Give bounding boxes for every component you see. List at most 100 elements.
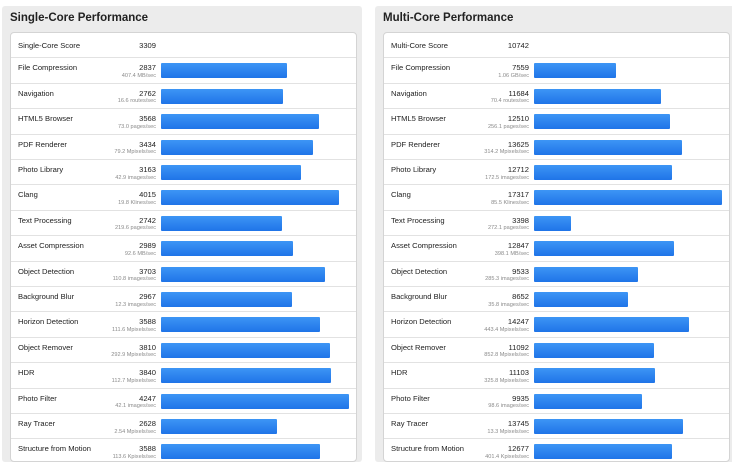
benchmark-name: PDF Renderer — [18, 139, 67, 149]
single-benchmark-row: PDF Renderer 3434 79.2 Mpixels/sec — [11, 135, 356, 160]
benchmark-score: 9935 — [512, 393, 529, 403]
multi-benchmark-row: Photo Library 12712 172.5 images/sec — [384, 160, 729, 186]
score-bar — [534, 88, 661, 104]
benchmark-rate: 401.4 Kpixels/sec — [485, 453, 529, 460]
benchmark-score: 3810 — [139, 342, 156, 352]
benchmark-score: 3588 — [139, 444, 156, 454]
benchmark-name: File Compression — [391, 63, 451, 73]
multi-benchmark-row: Clang 17317 85.5 Klines/sec — [384, 185, 729, 211]
score-bar — [534, 266, 638, 282]
benchmark-rate: 113.6 Kpixels/sec — [112, 453, 156, 460]
benchmark-rate: 42.1 images/sec — [115, 403, 156, 410]
score-bar — [161, 292, 293, 307]
score-bar — [534, 114, 670, 130]
score-bar — [534, 444, 672, 460]
single-benchmark-row: Horizon Detection 3588 111.6 Mpixels/sec — [11, 312, 356, 338]
score-bar — [161, 444, 320, 460]
benchmark-name: File Compression — [18, 63, 78, 73]
single-benchmark-row: Background Blur 2967 12.3 images/sec — [11, 287, 356, 313]
benchmark-score: 17317 — [507, 190, 529, 200]
benchmark-score: 9533 — [512, 266, 529, 276]
benchmark-score: 2989 — [139, 241, 156, 251]
benchmark-rate: 85.5 Klines/sec — [491, 199, 529, 206]
benchmark-score: 4247 — [139, 393, 156, 403]
benchmark-name: Background Blur — [391, 292, 448, 301]
benchmark-rate: 19.8 Klines/sec — [118, 199, 156, 206]
multi-core-panel: Multi-Core Performance Multi-Core Score 1… — [375, 6, 732, 462]
benchmark-name: HDR — [18, 368, 35, 378]
score-bar — [161, 114, 319, 130]
single-benchmark-row: Photo Library 3163 42.9 images/sec — [11, 160, 356, 186]
benchmark-name: Photo Library — [18, 165, 64, 174]
benchmark-name: Object Detection — [391, 266, 448, 276]
benchmark-name: Photo Filter — [18, 393, 57, 403]
benchmark-score: 4015 — [139, 190, 156, 200]
benchmark-score: 8652 — [512, 292, 529, 301]
benchmark-name: Photo Library — [391, 165, 437, 174]
benchmark-score: 13745 — [507, 419, 529, 428]
benchmark-rate: 110.8 images/sec — [112, 276, 156, 283]
multi-benchmark-row: Navigation 11684 70.4 routes/sec — [384, 84, 729, 110]
single-benchmark-row: Text Processing 2742 219.6 pages/sec — [11, 211, 356, 237]
benchmark-name: Navigation — [18, 88, 54, 98]
score-bar — [534, 292, 628, 307]
score-bar — [534, 215, 571, 231]
benchmark-score: 3588 — [139, 317, 156, 327]
benchmark-name: Object Detection — [18, 266, 75, 276]
score-bar — [534, 368, 655, 384]
benchmark-name: Text Processing — [18, 215, 72, 225]
benchmark-name: Ray Tracer — [391, 419, 429, 428]
score-bar — [534, 419, 684, 434]
score-bar — [161, 241, 294, 257]
benchmark-score: 3163 — [139, 165, 156, 174]
single-benchmark-row: Object Remover 3810 292.9 Mpixels/sec — [11, 338, 356, 364]
single-benchmark-row: Object Detection 3703 110.8 images/sec — [11, 262, 356, 287]
benchmark-name: HTML5 Browser — [391, 114, 446, 124]
score-bar — [161, 393, 349, 409]
benchmark-rate: 98.6 images/sec — [488, 403, 529, 410]
multi-benchmark-row: HDR 11103 325.8 Mpixels/sec — [384, 363, 729, 389]
score-bar — [161, 88, 284, 104]
benchmark-rate: 2.54 Mpixels/sec — [114, 428, 156, 435]
single-core-results-card: Single-Core Score 3309 File Compression 283… — [10, 32, 357, 462]
single-benchmark-row: Clang 4015 19.8 Klines/sec — [11, 185, 356, 211]
benchmark-name: Background Blur — [18, 292, 75, 301]
benchmark-score: 3434 — [139, 139, 156, 149]
benchmark-name: Text Processing — [391, 215, 445, 225]
multi-benchmark-row: PDF Renderer 13625 314.2 Mpixels/sec — [384, 135, 729, 160]
benchmark-score: 11092 — [508, 342, 529, 352]
benchmark-name: PDF Renderer — [391, 139, 440, 149]
multi-benchmark-row: File Compression 7559 1.06 GB/sec — [384, 58, 729, 84]
benchmark-rate: 42.9 images/sec — [115, 174, 156, 181]
multi-benchmark-row: Photo Filter 9935 98.6 images/sec — [384, 389, 729, 414]
score-bar — [161, 419, 278, 434]
benchmark-rate: 325.8 Mpixels/sec — [484, 377, 529, 384]
multi-benchmark-row: Background Blur 8652 35.8 images/sec — [384, 287, 729, 313]
benchmark-score: 11103 — [509, 368, 529, 378]
single-core-panel: Single-Core Performance Single-Core Scor… — [2, 6, 362, 462]
benchmark-rate: 314.2 Mpixels/sec — [484, 149, 529, 156]
benchmark-rate: 1.06 GB/sec — [498, 72, 529, 79]
score-bar — [161, 139, 313, 155]
multi-benchmark-row: Asset Compression 12847 398.1 MB/sec — [384, 236, 729, 262]
benchmark-score: 2742 — [139, 215, 156, 225]
single-benchmark-row: HDR 3840 112.7 Mpixels/sec — [11, 363, 356, 389]
benchmark-name: Object Remover — [18, 342, 73, 352]
benchmark-rate: 285.3 images/sec — [485, 276, 529, 283]
multi-benchmark-row: Object Detection 9533 285.3 images/sec — [384, 262, 729, 287]
benchmark-score: 11684 — [508, 88, 529, 98]
benchmark-rate: 407.4 MB/sec — [121, 72, 156, 79]
benchmark-name: HTML5 Browser — [18, 114, 73, 124]
benchmark-name: Photo Filter — [391, 393, 430, 403]
benchmark-name: Structure from Motion — [18, 444, 92, 454]
benchmark-rate: 272.1 pages/sec — [487, 225, 529, 232]
benchmark-rate: 292.9 Mpixels/sec — [111, 352, 156, 359]
overall-score-value: 3309 — [139, 41, 156, 50]
benchmark-score: 3703 — [139, 266, 156, 276]
multi-core-results-card: Multi-Core Score 10742 File Compression 755… — [383, 32, 730, 462]
multi-benchmark-row: Object Remover 11092 852.8 Mpixels/sec — [384, 338, 729, 364]
benchmark-name: Horizon Detection — [391, 317, 452, 327]
single-benchmark-row: HTML5 Browser 3568 73.0 pages/sec — [11, 109, 356, 135]
score-bar — [534, 63, 617, 79]
benchmark-name: HDR — [391, 368, 408, 378]
